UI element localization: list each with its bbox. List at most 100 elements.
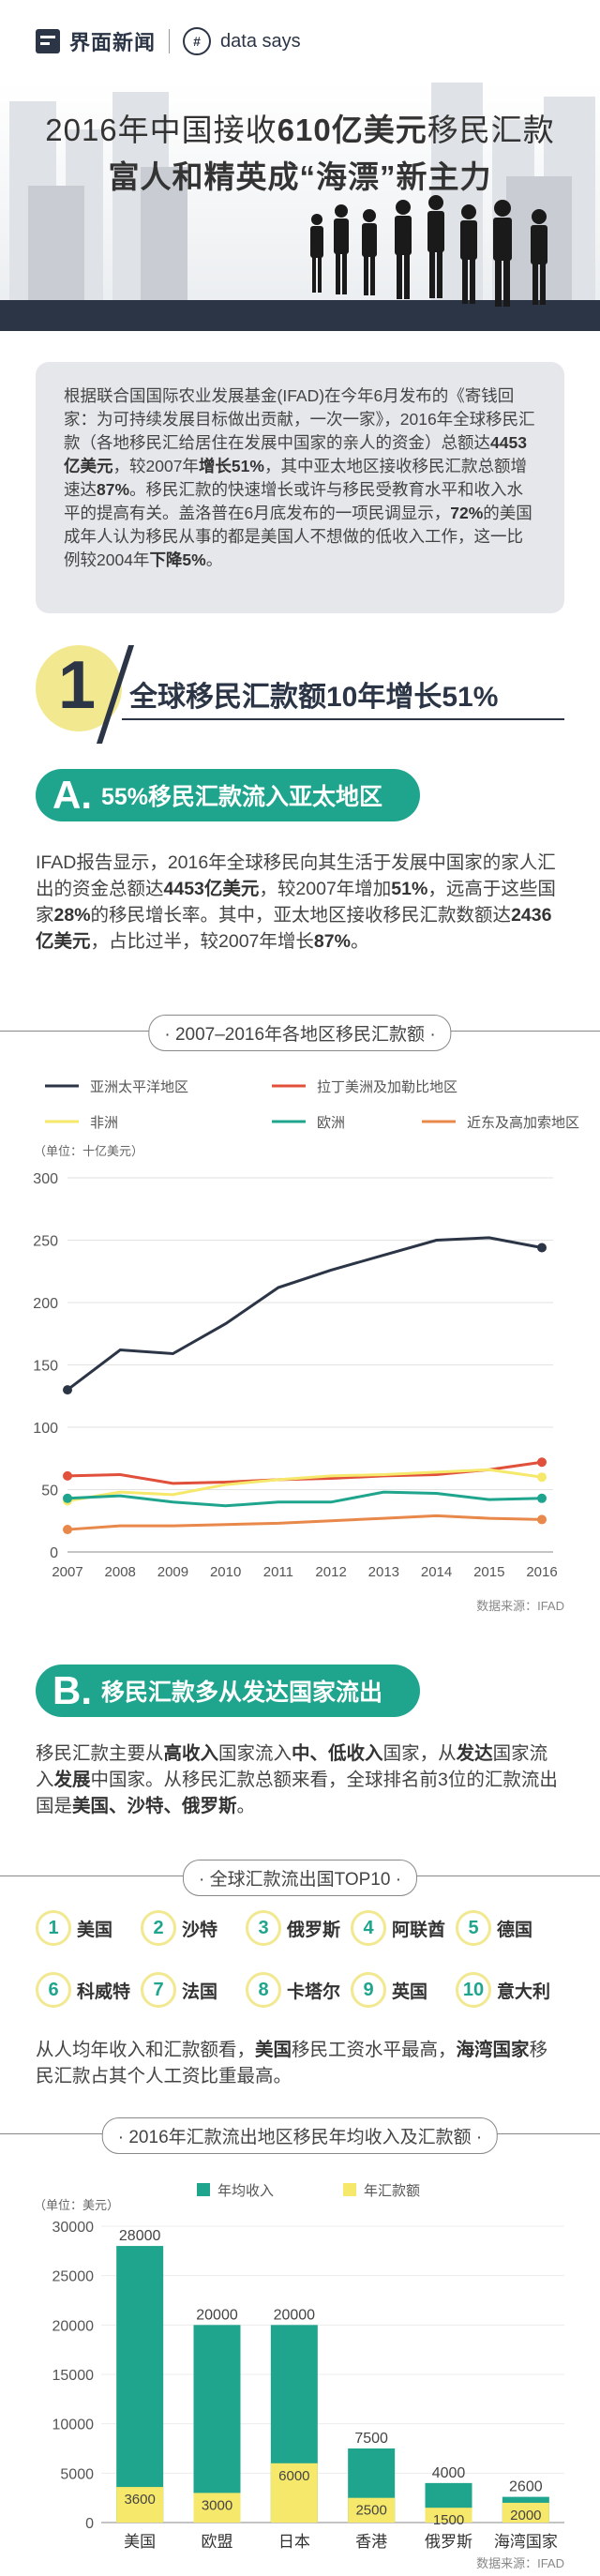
brand-divider	[169, 29, 171, 53]
x-category-label: 海湾国家	[494, 2533, 558, 2551]
emphasis-text: 87%	[97, 480, 130, 499]
top10-item: 8 卡塔尔	[246, 1971, 340, 2009]
y-tick-label: 10000	[52, 2418, 95, 2433]
section-title: 全球移民汇款额10年增长51%	[129, 682, 499, 713]
y-tick-label: 250	[33, 1234, 58, 1250]
y-axis-unit-label: （单位：美元）	[34, 2198, 119, 2212]
y-tick-label: 0	[50, 1545, 58, 1561]
legend-label: 欧洲	[317, 1115, 345, 1131]
top10-list: 1 美国 2 沙特 3 俄罗斯 4 阿联酋 5 德国 6 科威特 7 法国 8 卡塔尔 9 英国 10 意大利	[36, 1909, 564, 2016]
x-tick-label: 2011	[263, 1564, 293, 1580]
remittance-bar	[425, 2508, 472, 2523]
remittance-value-label: 3600	[124, 2492, 155, 2508]
country-name: 法国	[182, 1981, 218, 2002]
emphasis-text: 4453亿美元	[163, 879, 260, 899]
emphasis-text: 28%	[53, 905, 91, 926]
body-text: ，较2007年	[112, 457, 199, 475]
x-category-label: 欧盟	[202, 2533, 233, 2551]
body-text: 中国家。从移民汇款总额来看，全球排名前3位的汇款流出国是	[36, 1770, 558, 1816]
body-text: 从人均年收入和汇款额看，	[36, 2040, 256, 2060]
subsection-b-header: B. 移民汇款多从发达国家流出	[36, 1665, 421, 1717]
income-value-label: 4000	[432, 2465, 466, 2481]
income-value-label: 7500	[354, 2431, 388, 2447]
data-point	[537, 1514, 547, 1525]
section-underline	[122, 718, 564, 720]
city-skyline-illustration	[0, 83, 600, 331]
body-text: 国家流入	[36, 1743, 548, 1790]
brand[interactable]: 界面新闻 # data says	[36, 24, 301, 58]
remittance-value-label: 3000	[202, 2497, 232, 2513]
rank-badge: 3	[246, 1910, 281, 1946]
rank-badge: 4	[351, 1910, 386, 1946]
remittance-value-label: 1500	[433, 2512, 464, 2528]
emphasis-text: 海湾国家	[456, 2040, 530, 2060]
body-text: 的美国成年人认为移民从事的都是美国人不想做的低收入工作，这一比例较2004年	[64, 504, 532, 569]
top10-item: 4 阿联酋	[351, 1909, 445, 1947]
body-text: ，较2007年增加	[259, 879, 392, 899]
country-name: 沙特	[182, 1920, 218, 1940]
top10-title: · 全球汇款流出国TOP10 ·	[182, 1860, 418, 1896]
series-line-2	[67, 1468, 543, 1502]
income-value-label: 20000	[196, 2307, 238, 2323]
legend-swatch	[197, 2183, 210, 2196]
chart-source: 数据来源：IFAD	[476, 1599, 564, 1613]
body-text: 。	[350, 931, 369, 952]
legend-label: 非洲	[90, 1115, 118, 1131]
bar-chart-title: · 2016年汇款流出地区移民年均收入及汇款额 ·	[101, 2117, 499, 2154]
series-line-0	[67, 1236, 543, 1392]
x-category-label: 俄罗斯	[425, 2533, 472, 2551]
intro-summary-box: 根据联合国国际农业发展基金(IFAD)在今年6月发布的《寄钱回家：为可持续发展目…	[36, 362, 564, 613]
emphasis-text: 下降5%	[149, 550, 206, 569]
remittance-value-label: 2000	[510, 2508, 541, 2523]
legend-label: 年汇款额	[364, 2183, 420, 2199]
business-people-silhouettes	[310, 195, 548, 307]
top10-item: 6 科威特	[36, 1971, 130, 2009]
body-text: 国家流入	[218, 1743, 292, 1764]
y-tick-label: 100	[33, 1421, 58, 1437]
emphasis-text: 87%	[313, 931, 351, 952]
country-name: 卡塔尔	[287, 1981, 341, 2002]
remittance-bar	[116, 2487, 164, 2523]
top10-item: 5 德国	[456, 1909, 532, 1947]
income-bar	[193, 2325, 241, 2523]
brand-name: 界面新闻	[69, 31, 157, 54]
body-text: 国家，从	[382, 1743, 457, 1764]
x-tick-label: 2009	[158, 1564, 188, 1580]
x-category-label: 日本	[278, 2533, 310, 2551]
country-name: 俄罗斯	[287, 1920, 341, 1940]
bar-chart-title-bar: · 2016年汇款流出地区移民年均收入及汇款额 ·	[0, 2117, 600, 2154]
emphasis-text: 51%	[391, 879, 428, 899]
data-point	[63, 1525, 72, 1535]
x-category-label: 美国	[124, 2533, 156, 2551]
country-name: 科威特	[77, 1981, 131, 2002]
legend-label: 拉丁美洲及加勒比地区	[317, 1079, 458, 1095]
x-tick-label: 2007	[52, 1564, 82, 1580]
chart-source: 数据来源：IFAD	[476, 2556, 564, 2570]
remittance-bar	[193, 2493, 241, 2523]
rank-badge: 2	[141, 1910, 176, 1946]
top10-item: 3 俄罗斯	[246, 1909, 340, 1947]
subsection-letter: A.	[52, 773, 92, 817]
jiemian-logo-icon	[36, 29, 60, 53]
country-name: 德国	[497, 1920, 533, 1940]
rank-badge: 6	[36, 1972, 71, 2008]
top10-item: 2 沙特	[141, 1909, 218, 1947]
bar-chart: 年均收入 年汇款额 （单位：美元） 0 5000 10000 15000 20000 25000…	[34, 2183, 564, 2570]
remittance-value-label: 6000	[278, 2468, 309, 2484]
income-value-label: 20000	[274, 2307, 316, 2323]
legend-label: 亚洲太平洋地区	[90, 1079, 188, 1095]
paragraph-a: IFAD报告显示，2016年全球移民向其生活于发展中国家的家人汇出的资金总额达4…	[36, 850, 564, 955]
emphasis-text: 72%	[450, 504, 484, 522]
body-text: ，占比过半，较2007年增长	[90, 931, 314, 952]
top-bar: 界面新闻 # data says	[0, 0, 600, 83]
remittance-bar	[270, 2463, 318, 2523]
section-number: 1	[58, 648, 97, 723]
body-text: IFAD报告显示，2016年全球移民向其生活于发展中国家的家人汇出的资金总额达	[36, 852, 556, 899]
y-tick-label: 25000	[52, 2269, 95, 2285]
x-tick-label: 2013	[368, 1564, 399, 1580]
series-line-4	[67, 1514, 543, 1531]
hero-subtitle: 富人和精英成“海漂”新主力	[108, 159, 492, 194]
y-tick-label: 0	[85, 2516, 94, 2532]
series-line-1	[67, 1460, 543, 1485]
